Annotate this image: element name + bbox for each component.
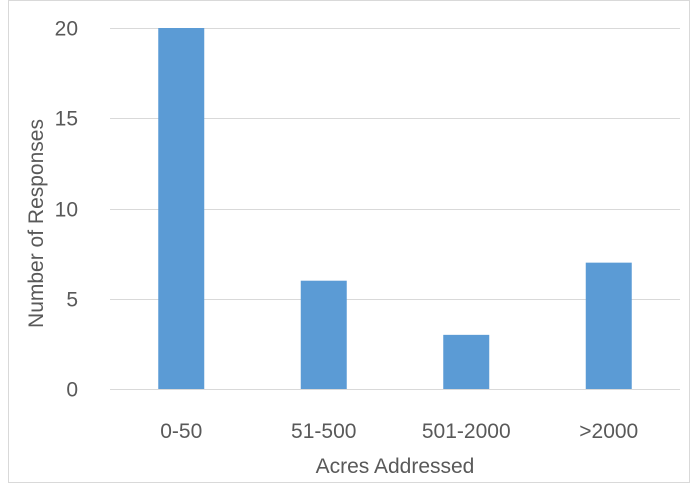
y-tick-label: 0 <box>66 379 78 402</box>
chart-frame <box>8 0 690 483</box>
y-axis-label: Number of Responses <box>25 119 48 328</box>
y-tick-labels: 0 5 10 15 20 <box>55 18 78 402</box>
y-tick-label: 15 <box>55 108 78 131</box>
x-axis-label: Acres Addressed <box>316 455 475 478</box>
x-tick-label: 501-2000 <box>422 420 511 443</box>
x-tick-label: 51-500 <box>291 420 356 443</box>
bar-501-2000 <box>443 334 490 389</box>
x-tick-label: >2000 <box>579 420 638 443</box>
x-tick-labels: 0-50 51-500 501-2000 >2000 <box>160 420 638 443</box>
bar-51-500 <box>300 280 347 389</box>
y-tick-label: 5 <box>66 289 78 312</box>
bar-0-50 <box>158 28 205 389</box>
y-tick-label: 10 <box>55 199 78 222</box>
bars <box>158 28 632 389</box>
y-tick-label: 20 <box>55 18 78 41</box>
gridlines <box>110 28 680 300</box>
bar->2000 <box>585 262 632 389</box>
x-tick-label: 0-50 <box>160 420 202 443</box>
